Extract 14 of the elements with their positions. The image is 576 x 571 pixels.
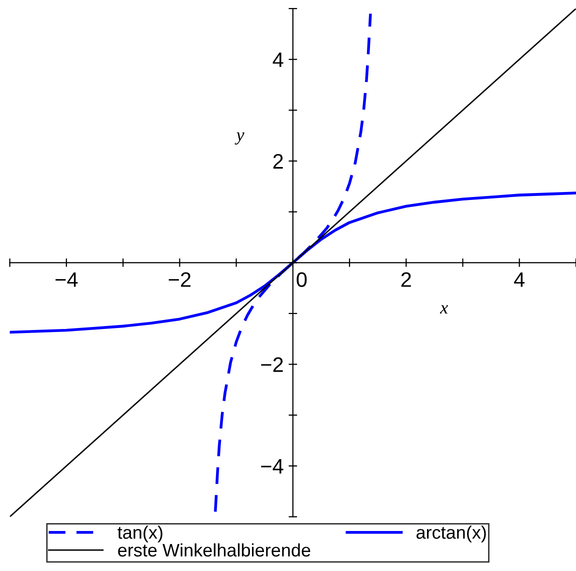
x-tick-label: 2 (401, 272, 411, 287)
x-tick-label: 0 (296, 272, 307, 287)
legend-label: tan(x) (118, 526, 162, 542)
legend-label: erste Winkelhalbierende (118, 543, 310, 557)
x-tick-label: −4 (56, 272, 78, 287)
x-axis-title: x (440, 305, 448, 314)
legend-label: arctan(x) (416, 526, 486, 542)
y-tick-label: −4 (261, 459, 284, 474)
y-tick-label: 2 (273, 154, 283, 169)
x-tick-label: 4 (514, 272, 525, 287)
y-tick-label: −2 (261, 357, 283, 372)
x-tick-label: −2 (168, 272, 190, 287)
y-axis-title: y (234, 132, 244, 145)
y-tick-label: 4 (272, 52, 284, 67)
